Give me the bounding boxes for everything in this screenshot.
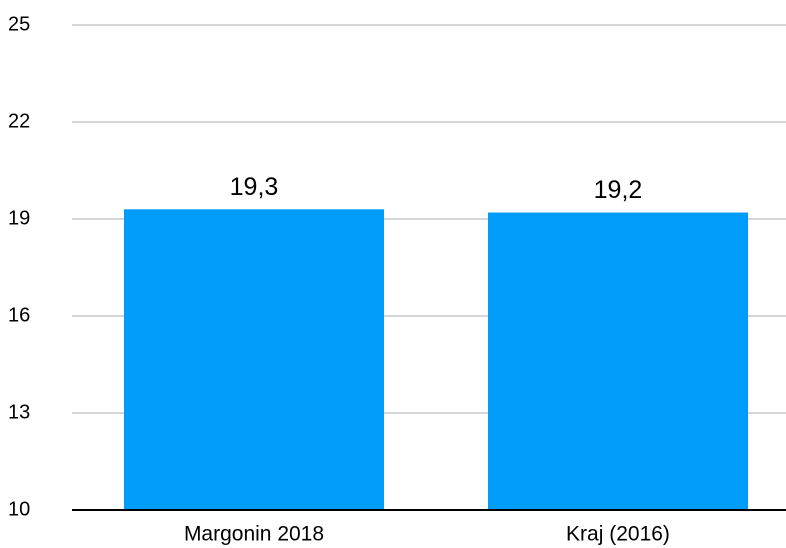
bar xyxy=(124,209,384,511)
y-tick-label: 22 xyxy=(8,110,30,132)
value-label: 19,3 xyxy=(230,173,279,201)
value-label: 19,2 xyxy=(594,176,643,204)
y-tick-label: 19 xyxy=(8,207,30,229)
x-tick-label: Kraj (2016) xyxy=(566,523,670,546)
y-tick-label: 25 xyxy=(8,13,30,35)
bar xyxy=(488,212,748,511)
x-tick-label: Margonin 2018 xyxy=(184,523,324,546)
y-tick-label: 16 xyxy=(8,304,30,326)
y-tick-label: 13 xyxy=(8,401,30,423)
y-tick-label: 10 xyxy=(8,498,30,520)
